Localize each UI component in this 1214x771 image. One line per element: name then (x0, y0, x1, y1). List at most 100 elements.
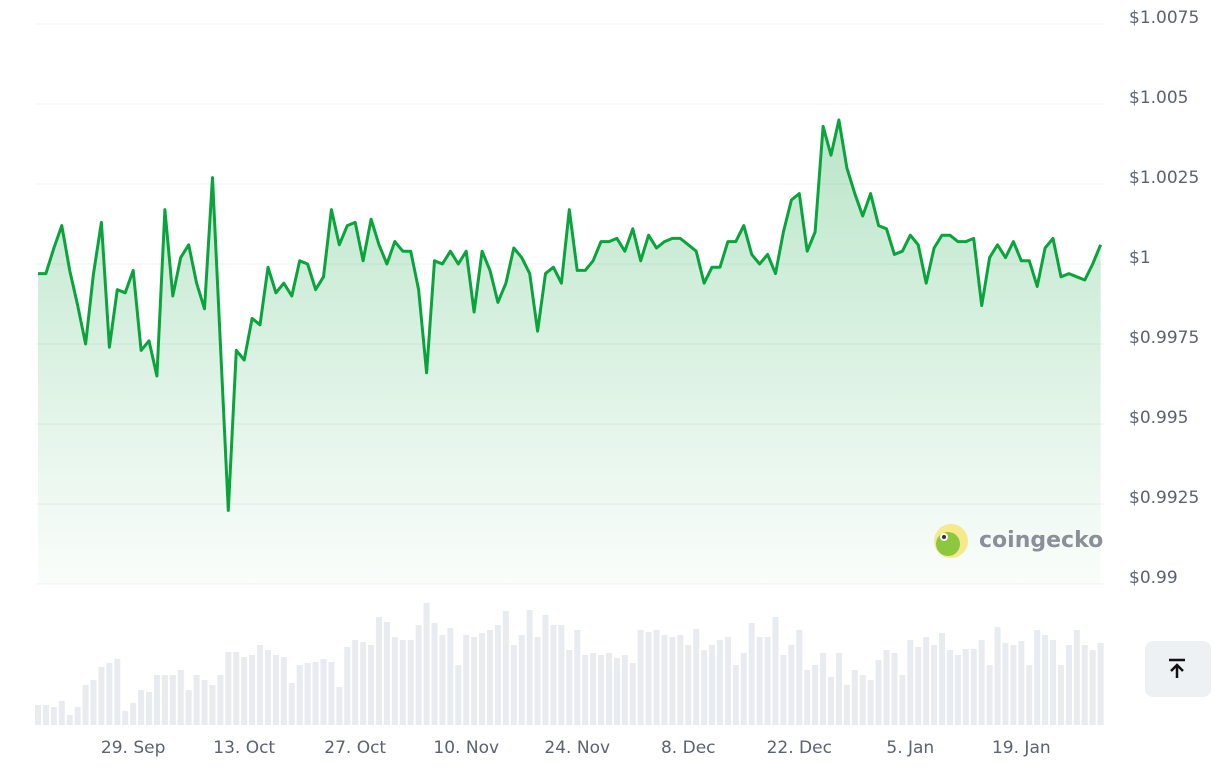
volume-bar (138, 690, 145, 725)
volume-bar (875, 660, 882, 725)
volume-bar (399, 640, 406, 725)
y-tick-label: $1.005 (1129, 88, 1188, 108)
volume-bar (264, 650, 271, 725)
volume-bar (899, 675, 906, 725)
volume-bar (931, 645, 938, 725)
volume-bar (891, 653, 898, 725)
x-tick-label: 29. Sep (101, 738, 165, 758)
volume-bar (954, 655, 961, 725)
y-tick-label: $0.9925 (1129, 488, 1199, 508)
volume-bar (455, 665, 462, 725)
volume-bar (177, 670, 184, 725)
volume-bar (867, 680, 874, 725)
volume-bar (677, 635, 684, 725)
x-tick-label: 5. Jan (886, 738, 934, 758)
volume-bar (796, 630, 803, 725)
y-tick-label: $1.0075 (1129, 8, 1199, 28)
volume-bar (1050, 640, 1057, 725)
volume-bar (883, 650, 890, 725)
price-line (38, 118, 1102, 512)
volume-bar (225, 652, 232, 725)
volume-bar (257, 645, 264, 725)
volume-bar (391, 637, 398, 725)
volume-bar (272, 655, 279, 725)
volume-bar (241, 657, 248, 725)
volume-bar (1073, 630, 1080, 725)
volume-bar (153, 675, 160, 725)
volume-bar (66, 715, 73, 725)
volume-bar (487, 630, 494, 725)
volume-bar (471, 637, 478, 725)
volume-bar (804, 670, 811, 725)
volume-bar (598, 655, 605, 725)
volume-bar (328, 662, 335, 725)
volume-bar (923, 637, 930, 725)
volume-bar (590, 653, 597, 725)
volume-bar (415, 625, 422, 725)
volume-bar (1002, 643, 1009, 725)
volume-bar (994, 627, 1001, 725)
y-tick-label: $1 (1129, 248, 1151, 268)
volume-bar (502, 611, 509, 725)
volume-bar (693, 629, 700, 725)
volume-bar (209, 685, 216, 725)
volume-bar (835, 653, 842, 725)
volume-bar (851, 670, 858, 725)
volume-bar (336, 687, 343, 725)
volume-bar (510, 645, 517, 725)
volume-bar (828, 677, 834, 725)
volume-bar (772, 617, 779, 725)
volume-bar (1018, 641, 1025, 725)
volume-bar (304, 663, 311, 725)
volume-bar (1089, 650, 1096, 725)
volume-bar (122, 711, 129, 725)
volume-bar (169, 675, 176, 725)
volume-bar (764, 637, 771, 725)
volume-bar (843, 685, 850, 725)
volume-bar (1026, 665, 1033, 725)
volume-bar (431, 623, 438, 725)
y-tick-label: $1.0025 (1129, 168, 1199, 188)
volume-bar (582, 655, 589, 725)
volume-bar (98, 667, 105, 725)
volume-bar (288, 683, 295, 725)
volume-bar (669, 637, 676, 725)
volume-bar (907, 640, 914, 725)
plot: 29. Sep 13. Oct 27. Oct 10. Nov 24. Nov 8. De… (38, 118, 1102, 758)
volume-bar (296, 665, 303, 725)
volume-bar (407, 640, 414, 725)
volume-bar (375, 617, 382, 725)
volume-bar (1042, 635, 1049, 725)
volume-bar (90, 680, 97, 725)
volume-bar (201, 680, 208, 725)
volume-bar (653, 630, 660, 725)
volume-bar (185, 690, 192, 725)
volume-bar (146, 692, 153, 725)
volume-bar (35, 705, 41, 725)
volume-bar (1097, 643, 1104, 725)
volume-bar (939, 633, 946, 725)
volume-bar (1057, 665, 1064, 725)
volume-bar (1065, 645, 1072, 725)
back-to-top-button[interactable] (1145, 641, 1211, 697)
volume-bar (280, 657, 287, 725)
volume-bar (1081, 645, 1088, 725)
volume-bar (946, 650, 953, 725)
x-tick-label: 24. Nov (544, 738, 610, 758)
volume-bar (978, 640, 985, 725)
volume-bar (637, 630, 644, 725)
price-area (38, 120, 1101, 584)
volume-bar (605, 653, 612, 725)
volume-bar (217, 675, 224, 725)
volume-bar (542, 615, 549, 725)
volume-bar (447, 628, 454, 725)
volume-bar (106, 663, 113, 725)
volume-bar (756, 637, 763, 725)
volume-bar (344, 647, 351, 725)
volume-bar (740, 653, 747, 725)
x-tick-label: 19. Jan (992, 738, 1051, 758)
volume-bar (709, 645, 716, 725)
volume-bar (1010, 645, 1017, 725)
